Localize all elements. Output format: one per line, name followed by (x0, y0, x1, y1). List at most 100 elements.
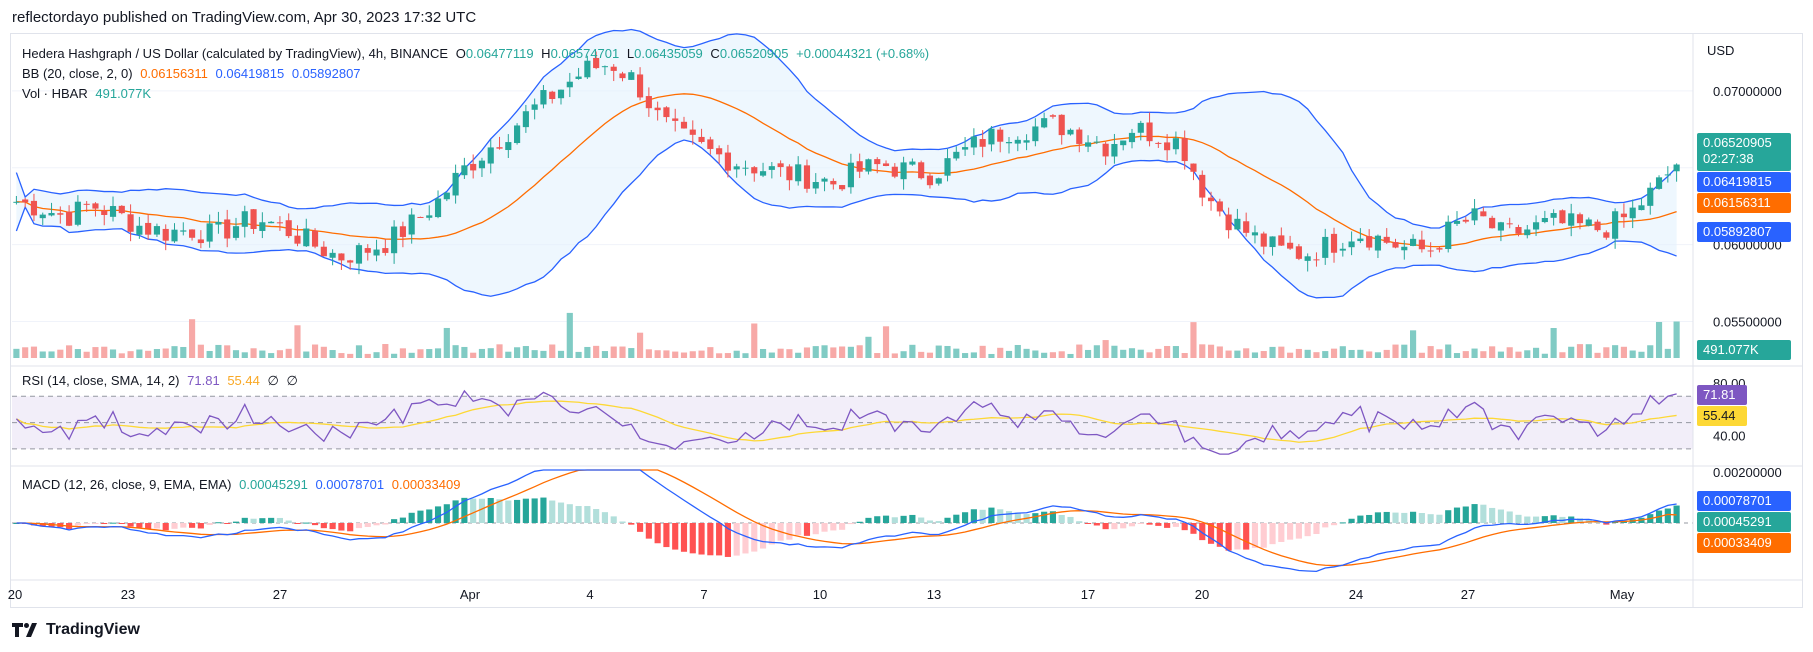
volume-bar (1216, 346, 1223, 358)
price-tick-label: 0.07000000 (1713, 84, 1782, 99)
volume-bar (1120, 349, 1127, 358)
candle-body (30, 200, 38, 216)
candle-body (777, 163, 784, 168)
macd-hist-bar (320, 523, 327, 529)
macd-hist-bar (522, 498, 529, 523)
candle-body (514, 125, 521, 144)
time-tick-label: 20 (8, 587, 22, 602)
candle-body (610, 66, 617, 71)
volume-bar (1067, 353, 1074, 358)
candle-body (197, 239, 204, 244)
volume-bar (417, 349, 424, 358)
macd-hist-bar (109, 522, 117, 524)
macd-hist-bar (1383, 511, 1390, 523)
candle-body (92, 203, 99, 209)
macd-hist-bar (601, 512, 609, 523)
candle-body (1032, 126, 1039, 142)
volume-bar (197, 344, 204, 358)
macd-hist-bar (1348, 518, 1355, 523)
macd-hist-bar (716, 523, 723, 556)
volume-bar (935, 345, 942, 358)
macd-hist-bar (1497, 509, 1504, 523)
volume-bar (39, 351, 46, 358)
rsi-tick-label: 40.00 (1713, 429, 1746, 444)
candle-body (1374, 235, 1382, 251)
macd-hist-bar (900, 515, 907, 523)
candle-body (882, 163, 890, 167)
candle-body (601, 66, 609, 68)
candle-body (566, 81, 573, 88)
volume-bar (127, 351, 134, 358)
macd-hist-bar (803, 523, 811, 536)
candle-body (470, 163, 477, 171)
macd-hist-bar (92, 523, 99, 524)
candle-body (1629, 207, 1636, 219)
macd-hist-bar (759, 523, 767, 549)
volume-bar (1427, 346, 1434, 358)
candle-body (759, 171, 767, 176)
candle-body (1313, 259, 1320, 261)
volume-bar (909, 344, 916, 358)
volume-bar (250, 348, 257, 358)
macd-hist-bar (1304, 523, 1311, 537)
macd-hist-bar (127, 523, 134, 527)
macd-hist-bar (724, 523, 731, 557)
volume-bar (1181, 353, 1188, 358)
candle-body (531, 104, 538, 110)
macd-hist-bar (1612, 521, 1619, 523)
volume-bar (514, 347, 521, 358)
volume-bar (1032, 350, 1039, 358)
candle-body (1243, 221, 1250, 233)
macd-hist-bar (1172, 523, 1179, 527)
macd-hist-bar (250, 518, 257, 523)
candle-body (1532, 222, 1540, 230)
macd-hist-bar (610, 516, 617, 523)
candle-body (1164, 142, 1171, 151)
candle-body (1410, 238, 1417, 246)
macd-hist-bar (1357, 515, 1364, 523)
macd-hist-bar (1532, 516, 1540, 523)
macd-hist-bar (663, 523, 670, 548)
candle-body (918, 162, 925, 179)
candle-body (1093, 141, 1100, 143)
bb-lower-line (15, 139, 1677, 299)
volume-bar (522, 346, 529, 358)
candle-body (584, 60, 591, 78)
candle-body (417, 216, 424, 218)
volume-bar (118, 353, 125, 358)
macd-hist-bar (584, 506, 591, 523)
volume-bar (1005, 350, 1013, 358)
volume-bar (1348, 349, 1355, 358)
macd-hist-bar (1418, 513, 1425, 523)
candle-body (865, 159, 872, 172)
bb-upper-badge (1697, 172, 1791, 192)
tradingview-logo[interactable]: TradingView (12, 621, 140, 639)
candle-body (768, 166, 775, 170)
candle-body (1251, 232, 1259, 236)
candle-body (847, 162, 854, 188)
candle-body (1155, 142, 1162, 144)
candle-body (557, 89, 565, 99)
volume-bar (1673, 321, 1680, 358)
macd-hist-bar (83, 523, 90, 524)
volume-bar (470, 352, 477, 358)
macd-legend: MACD (12, 26, close, 9, EMA, EMA) 0.0004… (22, 477, 464, 492)
candle-body (452, 172, 459, 196)
macd-hist-bar (1243, 523, 1250, 550)
candle-body (101, 210, 108, 215)
volume-bar (1330, 348, 1338, 358)
currency-label[interactable]: USD (1707, 43, 1735, 58)
macd-hist-bar (1058, 514, 1065, 523)
candle-body (1612, 211, 1619, 239)
volume-bar (1111, 345, 1118, 358)
macd-hist-bar (118, 523, 125, 524)
macd-hist-bar (1541, 516, 1548, 523)
macd-hist-bar (1146, 523, 1153, 525)
macd-hist-bar (329, 523, 336, 530)
macd-hist-bar (162, 523, 169, 531)
macd-line (16, 469, 1677, 573)
macd-hist-bar (1032, 513, 1039, 523)
volume-bar (1049, 352, 1057, 358)
candle-body (136, 225, 143, 235)
